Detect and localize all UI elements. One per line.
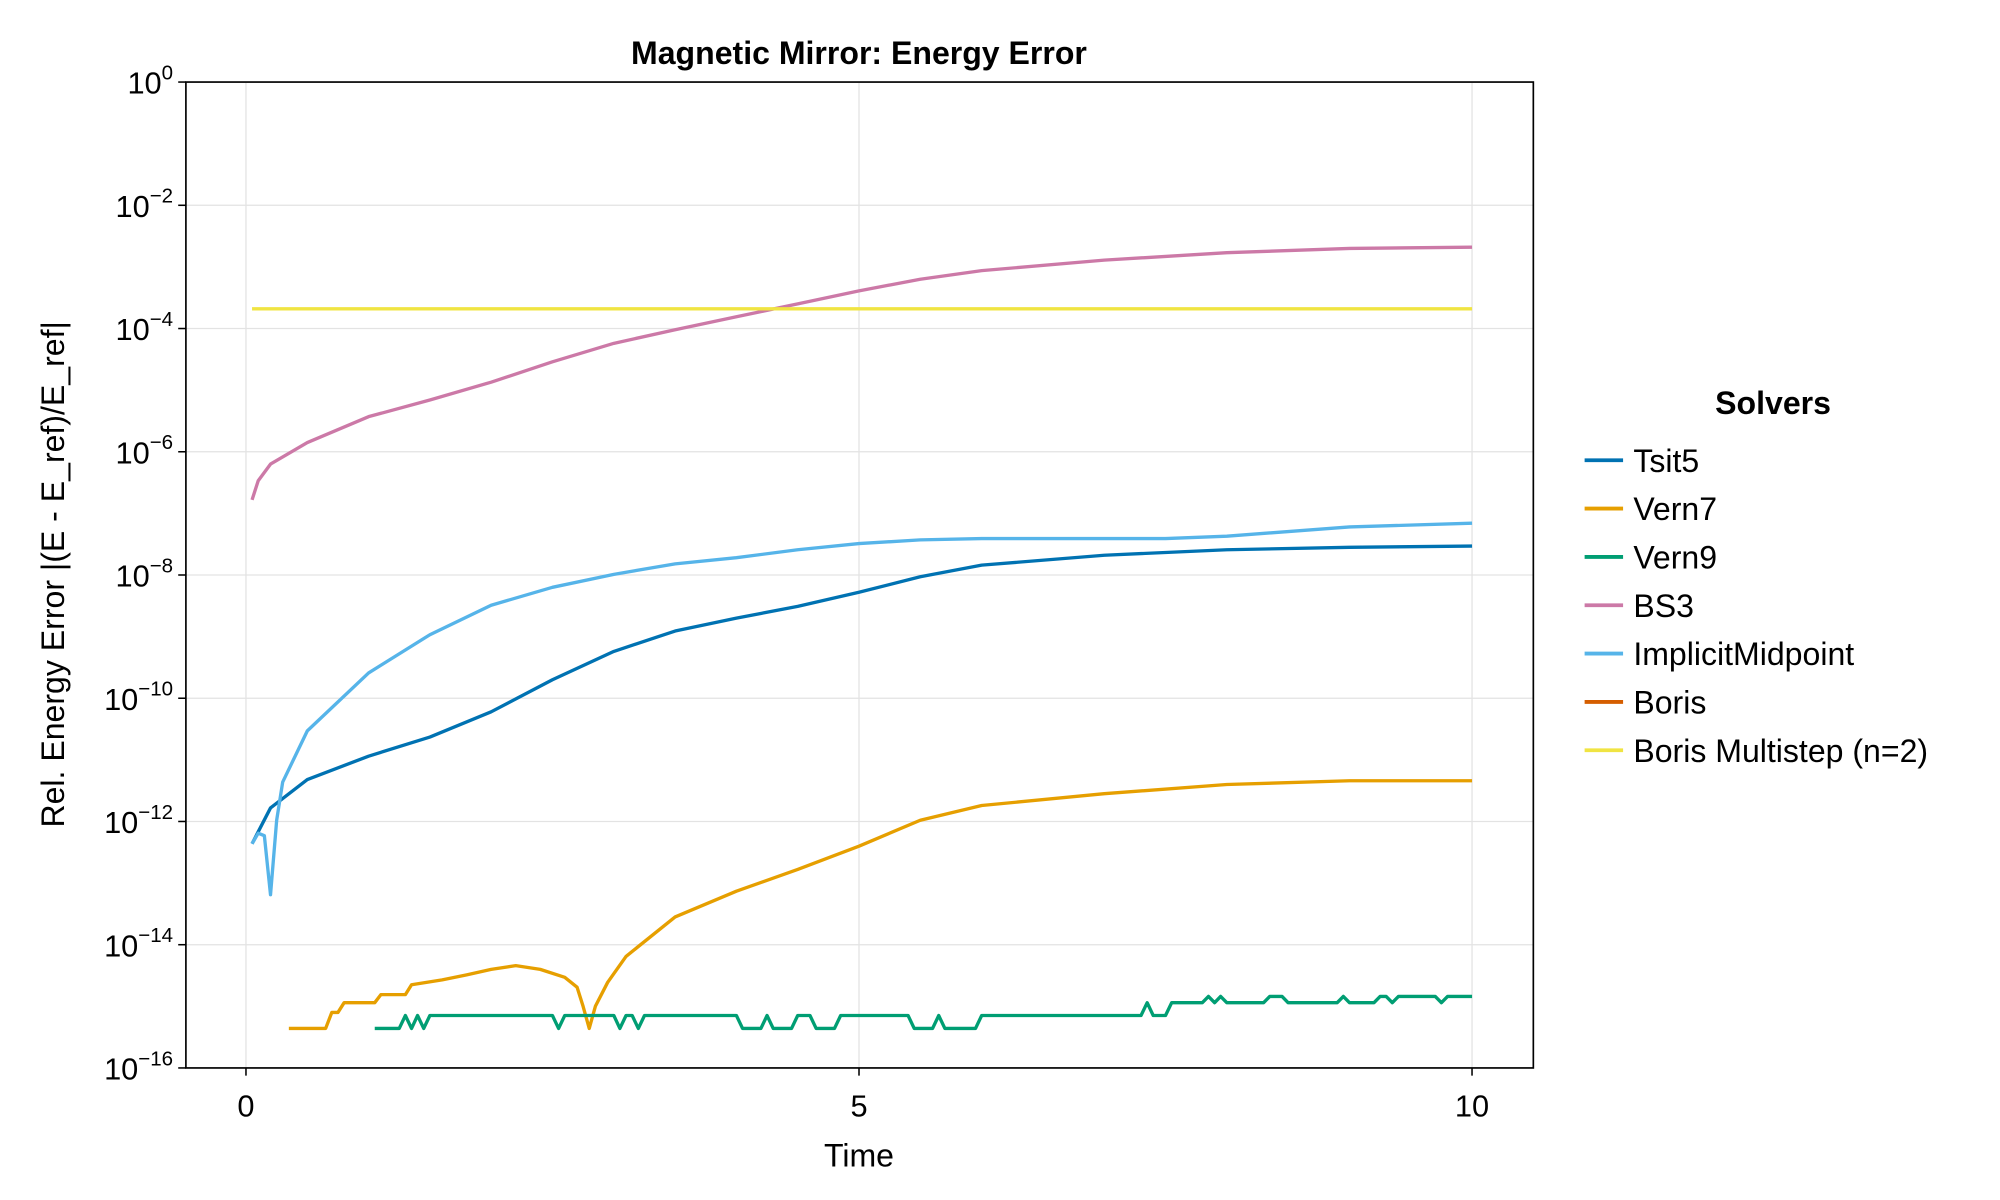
y-tick-label: 10−16: [104, 1047, 173, 1086]
y-tick-label: 10−6: [115, 431, 173, 470]
legend-label-boris-multistep-n-2: Boris Multistep (n=2): [1633, 733, 1928, 769]
x-axis-label: Time: [824, 1138, 894, 1174]
legend-label-implicitmidpoint: ImplicitMidpoint: [1633, 636, 1854, 672]
grid: [185, 81, 1534, 1069]
x-tick-label: 5: [850, 1089, 867, 1124]
legend-label-bs3: BS3: [1633, 588, 1694, 624]
y-tick-label: 10−4: [115, 308, 173, 347]
series-line-vern7: [288, 779, 1473, 1031]
y-tick-label: 10−14: [104, 924, 173, 963]
chart-title: Magnetic Mirror: Energy Error: [631, 35, 1087, 71]
y-tick-label: 10−2: [115, 185, 173, 224]
y-tick-label: 10−8: [115, 554, 173, 593]
series-lines: [250, 245, 1473, 1031]
series-line-vern9: [374, 994, 1473, 1031]
y-tick-label: 100: [127, 61, 173, 100]
y-tick-label: 10−10: [104, 678, 173, 717]
legend-label-vern9: Vern9: [1633, 539, 1717, 575]
legend-label-boris: Boris: [1633, 684, 1706, 720]
y-tick-label: 10−12: [104, 801, 173, 840]
series-line-implicitmidpoint: [250, 521, 1473, 897]
x-tick-label: 10: [1455, 1089, 1489, 1124]
x-tick-label: 0: [237, 1089, 254, 1124]
legend-label-tsit5: Tsit5: [1633, 443, 1699, 479]
series-line-bs3: [250, 245, 1473, 501]
legend-label-vern7: Vern7: [1633, 491, 1717, 527]
legend-title: Solvers: [1715, 385, 1831, 421]
series-line-tsit5: [250, 544, 1473, 845]
y-axis-label: Rel. Energy Error |(E - E_ref)/E_ref|: [35, 321, 71, 827]
legend: Solvers Tsit5 Vern7 Vern9 BS3 ImplicitMidpoi…: [1584, 385, 1928, 769]
axis-ticks: 0 5 10 100 10−2 10−4 10−6 10−8 10−10 10−12 10−14 10…: [104, 61, 1489, 1123]
